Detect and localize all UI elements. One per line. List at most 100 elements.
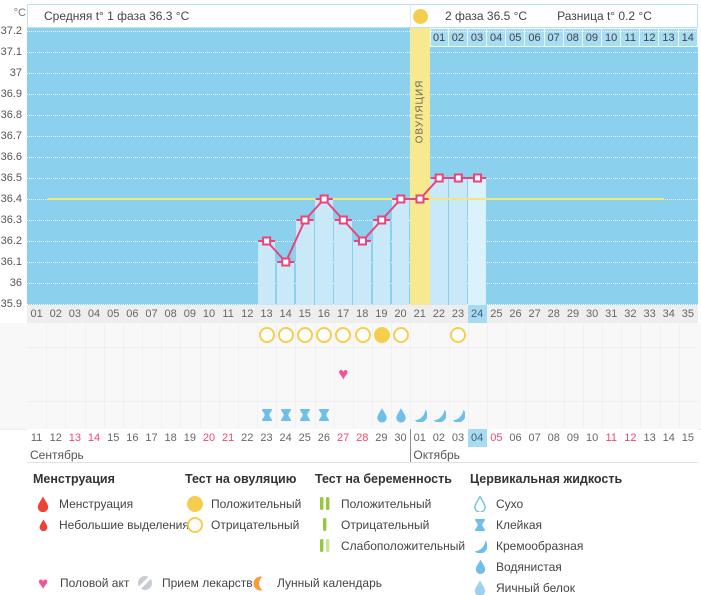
date-cell[interactable]: 12 (49, 432, 62, 444)
cycle-day-cell[interactable]: 25 (490, 308, 503, 320)
cycle-day-cell[interactable]: 21 (413, 308, 426, 320)
temperature-bar (468, 178, 487, 305)
moon-icon (250, 576, 270, 591)
cycle-day-cell[interactable]: 11 (222, 308, 234, 320)
cycle-day-cell[interactable]: 03 (68, 308, 82, 320)
date-cell[interactable]: 23 (260, 432, 273, 444)
column-separator (104, 323, 105, 429)
cycle-day-cell[interactable]: 19 (375, 308, 388, 320)
cycle-day-cell[interactable]: 18 (356, 308, 369, 320)
legend-item-label: Половой акт (60, 576, 130, 590)
date-cell[interactable]: 12 (624, 432, 637, 444)
cf-dry-icon (470, 495, 490, 512)
date-cell[interactable]: 11 (605, 432, 617, 444)
date-cell[interactable]: 14 (87, 432, 101, 444)
date-cell[interactable]: 08 (547, 432, 560, 444)
y-axis-tick-label: 36.8 (0, 109, 22, 121)
date-cell[interactable]: 06 (509, 432, 522, 444)
cycle-day-cell[interactable]: 07 (145, 308, 158, 320)
temperature-bar (391, 199, 410, 305)
cycle-day-cell[interactable]: 26 (509, 308, 522, 320)
cycle-day-cell[interactable]: 29 (566, 308, 580, 320)
date-cell[interactable]: 24 (279, 432, 292, 444)
date-cell[interactable]: 09 (566, 432, 580, 444)
cycle-day-cell[interactable]: 16 (317, 308, 331, 320)
cycle-day-cell[interactable]: 23 (451, 308, 465, 320)
date-cell[interactable]: 07 (528, 432, 541, 444)
cycle-day-cell[interactable]: 01 (30, 308, 43, 320)
cycle-day-cell[interactable]: 28 (547, 308, 560, 320)
cycle-day-cell[interactable]: 04 (87, 308, 101, 320)
cycle-day-cell[interactable]: 02 (49, 308, 62, 320)
cycle-day-cell[interactable]: 31 (605, 308, 618, 320)
column-separator (525, 323, 526, 429)
date-cell[interactable]: 29 (375, 432, 388, 444)
date-cell[interactable]: 18 (164, 432, 177, 444)
cycle-day-cell[interactable]: 05 (107, 308, 120, 320)
cycle-day-cell[interactable]: 08 (164, 308, 177, 320)
cycle-day-cell[interactable]: 32 (624, 308, 637, 320)
legend-item-label: Яичный белок (496, 580, 575, 595)
temperature-bar (257, 241, 276, 305)
cycle-day-cell[interactable]: 10 (202, 308, 216, 320)
gridline (27, 136, 698, 137)
date-cell[interactable]: 13 (68, 432, 82, 444)
date-cell[interactable]: 10 (585, 432, 599, 444)
cf-watery-icon (395, 408, 406, 423)
date-cell[interactable]: 25 (298, 432, 311, 444)
date-cell[interactable]: 21 (222, 432, 235, 444)
y-axis-tick-label: 36 (9, 277, 22, 289)
legend-group: Тест на беременность Положительный Отрицат… (315, 472, 465, 556)
cycle-day-cell-current[interactable]: 24 (467, 305, 487, 323)
cf-sticky-icon (470, 518, 490, 532)
cycle-day-cell[interactable]: 13 (260, 308, 273, 320)
date-cell-today[interactable]: 04 (467, 429, 487, 447)
cycle-day-cell[interactable]: 14 (279, 308, 292, 320)
month-separator (410, 429, 412, 462)
daily-symbols-area: ♥ (0, 323, 701, 430)
cf-eggwhite-icon (470, 580, 490, 595)
date-cell[interactable]: 16 (126, 432, 139, 444)
column-separator (468, 323, 469, 429)
cycle-day-cell[interactable]: 06 (126, 308, 139, 320)
date-cell[interactable]: 01 (413, 432, 426, 444)
date-cell[interactable]: 02 (432, 432, 445, 444)
gridline (27, 31, 698, 32)
cycle-day-cell[interactable]: 17 (336, 308, 350, 320)
temperature-bar (372, 220, 391, 305)
month-label: Октябрь (413, 448, 460, 462)
cycle-day-cell[interactable]: 30 (585, 308, 599, 320)
date-cell[interactable]: 20 (202, 432, 216, 444)
cycle-day-cell[interactable]: 22 (432, 308, 445, 320)
date-cell[interactable]: 15 (107, 432, 120, 444)
cycle-day-cell[interactable]: 20 (394, 308, 407, 320)
legend-item: Прием лекарств (135, 574, 253, 592)
date-cell[interactable]: 30 (394, 432, 407, 444)
cycle-day-cell[interactable]: 12 (241, 308, 254, 320)
cycle-day-cell[interactable]: 35 (681, 308, 695, 320)
dpo-cell: 13 (659, 28, 679, 47)
date-cell[interactable]: 03 (451, 432, 465, 444)
column-separator (85, 323, 86, 429)
cf-creamy-icon (413, 408, 427, 422)
cycle-day-cell[interactable]: 09 (183, 308, 196, 320)
date-cell[interactable]: 17 (145, 432, 158, 444)
cycle-day-cell[interactable]: 33 (643, 308, 656, 320)
cycle-day-cell[interactable]: 34 (662, 308, 675, 320)
column-separator (679, 323, 680, 429)
date-cell[interactable]: 19 (183, 432, 196, 444)
cycle-day-cell[interactable]: 15 (298, 308, 311, 320)
date-cell[interactable]: 15 (681, 432, 695, 444)
date-cell[interactable]: 11 (30, 432, 43, 444)
cycle-day-cell[interactable]: 27 (528, 308, 541, 320)
date-cell[interactable]: 13 (643, 432, 656, 444)
date-cell[interactable]: 14 (662, 432, 675, 444)
phase2-average-temp: 2 фаза 36.5 °C (445, 9, 528, 23)
y-axis-tick-label: 36.9 (0, 88, 22, 100)
date-cell[interactable]: 26 (317, 432, 331, 444)
date-cell[interactable]: 28 (356, 432, 369, 444)
y-axis-tick-label: 36.6 (0, 151, 22, 163)
date-cell[interactable]: 27 (336, 432, 350, 444)
date-cell[interactable]: 22 (241, 432, 254, 444)
date-cell[interactable]: 05 (490, 432, 503, 444)
